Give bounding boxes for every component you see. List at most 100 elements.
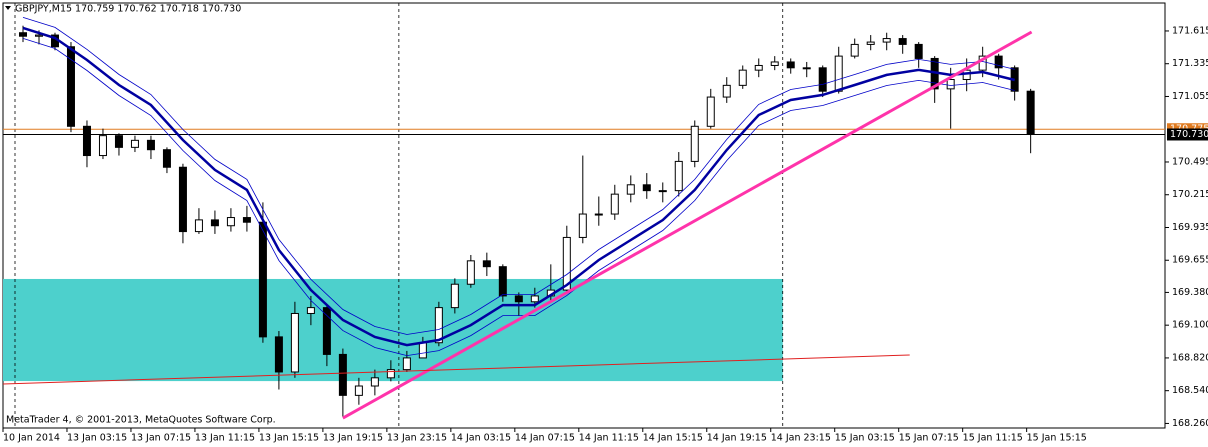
candle-body xyxy=(498,266,507,297)
candle-body xyxy=(658,190,667,193)
y-tick-label: 170.495 xyxy=(1172,156,1208,167)
x-tick-label: 13 Jan 11:15 xyxy=(195,433,255,444)
candle-body xyxy=(338,353,347,396)
indicator-line xyxy=(342,30,1033,420)
x-tick-label: 15 Jan 03:15 xyxy=(835,433,895,444)
candle-body xyxy=(674,160,683,192)
x-tick-label: 15 Jan 07:15 xyxy=(899,433,959,444)
y-tick-label: 169.935 xyxy=(1172,222,1208,233)
indicator-line xyxy=(22,17,1015,335)
candle-body xyxy=(274,336,283,373)
x-tick-label: 14 Jan 15:15 xyxy=(643,433,703,444)
x-tick-label: 14 Jan 03:15 xyxy=(451,433,511,444)
plot xyxy=(2,3,1165,428)
candle-body xyxy=(482,260,491,268)
candle-body xyxy=(306,307,315,314)
candle-body xyxy=(850,43,859,57)
candle-body xyxy=(1026,90,1035,135)
x-tick-label: 13 Jan 23:15 xyxy=(387,433,447,444)
candle-body xyxy=(594,213,603,216)
candle-body xyxy=(386,369,395,379)
candle-body xyxy=(434,307,443,344)
candle-body xyxy=(242,217,251,223)
candle-body xyxy=(162,149,171,168)
footer: MetaTrader 4, © 2001-2013, MetaQuotes So… xyxy=(6,415,276,426)
candle-body xyxy=(642,184,651,192)
candle-body xyxy=(802,67,811,70)
y-tick-label: 168.820 xyxy=(1172,352,1208,363)
candle-body xyxy=(370,377,379,387)
candle-body xyxy=(866,41,875,45)
x-tick-label: 13 Jan 07:15 xyxy=(131,433,191,444)
candle-body xyxy=(290,312,299,373)
candle-body xyxy=(738,69,747,86)
x-tick-label: 14 Jan 23:15 xyxy=(771,433,831,444)
candle-body xyxy=(178,166,187,233)
candle-body xyxy=(402,357,411,371)
candle-body xyxy=(226,217,235,227)
y-tick-label: 168.260 xyxy=(1172,418,1208,429)
candle-body xyxy=(114,135,123,148)
candle-body xyxy=(770,61,779,66)
candle-body xyxy=(978,55,987,71)
candle-body xyxy=(418,342,427,359)
candle-body xyxy=(882,38,891,43)
candle-body xyxy=(754,64,763,71)
candle-body xyxy=(578,213,587,238)
candle-body xyxy=(706,96,715,127)
candle-body xyxy=(450,283,459,309)
candle-body xyxy=(994,55,1003,69)
indicator-line xyxy=(2,354,910,385)
candle-body xyxy=(354,385,363,396)
candle-body xyxy=(562,236,571,291)
candle-body xyxy=(834,55,843,92)
candle-body xyxy=(626,184,635,195)
candle-body xyxy=(722,84,731,98)
chart-title: GBPJPY,M15 170.759 170.762 170.718 170.7… xyxy=(15,4,241,15)
candle-body xyxy=(322,307,331,355)
zone xyxy=(3,278,783,382)
y-tick-label: 168.540 xyxy=(1172,385,1208,396)
candle-body xyxy=(34,34,43,37)
candle-body xyxy=(98,135,107,157)
candle-body xyxy=(82,125,91,157)
indicator-line xyxy=(22,38,1015,357)
candle-body xyxy=(690,125,699,162)
candle-body xyxy=(818,67,827,92)
candle-body xyxy=(786,61,795,69)
x-tick-label: 14 Jan 11:15 xyxy=(579,433,639,444)
y-tick-label: 169.655 xyxy=(1172,255,1208,266)
y-tick-label: 170.215 xyxy=(1172,189,1208,200)
indicator-line xyxy=(22,26,1016,347)
x-tick-label: 14 Jan 19:15 xyxy=(707,433,767,444)
x-tick-label: 13 Jan 03:15 xyxy=(67,433,127,444)
candle-body xyxy=(18,32,27,37)
menu-arrow[interactable] xyxy=(5,6,11,10)
x-tick-label: 15 Jan 15:15 xyxy=(1027,433,1087,444)
y-tick-label: 171.615 xyxy=(1172,25,1208,36)
candle-body xyxy=(898,38,907,45)
x-tick-label: 14 Jan 07:15 xyxy=(515,433,575,444)
y-tick-label: 171.335 xyxy=(1172,58,1208,69)
candle-body xyxy=(194,219,203,233)
candle-body xyxy=(258,221,267,338)
candle-body xyxy=(66,46,75,127)
price-label: 170.730 xyxy=(1170,129,1208,140)
y-tick-label: 169.100 xyxy=(1172,320,1208,331)
candle-body xyxy=(530,295,539,303)
x-tick-label: 13 Jan 15:15 xyxy=(259,433,319,444)
price-label-box xyxy=(1167,128,1208,141)
candle-body xyxy=(514,295,523,303)
candle-body xyxy=(146,139,155,151)
candle-body xyxy=(210,219,219,227)
y-tick-label: 171.055 xyxy=(1172,91,1208,102)
candle-body xyxy=(130,139,139,148)
x-tick-label: 10 Jan 2014 xyxy=(3,433,60,444)
y-tick-label: 169.380 xyxy=(1172,287,1208,298)
x-tick-label: 13 Jan 19:15 xyxy=(323,433,383,444)
candle-body xyxy=(914,43,923,59)
candle-body xyxy=(610,193,619,215)
candle-body xyxy=(946,79,955,90)
